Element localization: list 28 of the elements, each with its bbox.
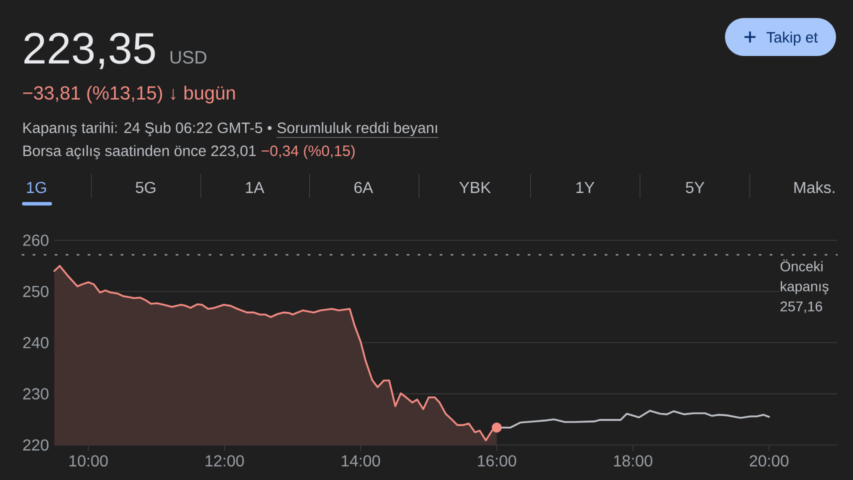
y-tick-label: 260 <box>23 234 48 246</box>
text: 1Y <box>576 182 594 193</box>
x-tick-label: 20:00 <box>750 455 788 467</box>
x-tick-label: 14:00 <box>342 455 380 467</box>
text: Borsa açılış saatinden önce 223,01 <box>23 145 256 160</box>
x-tick-label: 16:00 <box>478 455 516 467</box>
y-tick-label: 250 <box>23 286 48 298</box>
y-tick-label: 230 <box>23 388 48 400</box>
text: 5G <box>136 182 156 194</box>
chart-title: 223,35 <box>24 32 155 70</box>
x-tick-label: 18:00 <box>614 455 652 467</box>
y-tick-label: 220 <box>23 439 48 451</box>
text: USD <box>170 50 206 64</box>
ref-line-label: Önceki kapanış 257,16 <box>780 260 828 314</box>
chart-subtitle: −33,81 (%13,15) ↓ bugün <box>23 86 235 104</box>
text: 1A <box>246 182 264 193</box>
text: 5Y <box>686 182 704 194</box>
text: YBK <box>459 182 491 193</box>
x-tick-label: 10:00 <box>70 455 108 467</box>
text: Takip et <box>766 32 818 46</box>
text: 1G <box>27 182 46 194</box>
text: Kapanış tarihi: 24 Şub 06:22 GMT-5 • <box>23 122 272 136</box>
text: Maks. <box>794 181 834 194</box>
x-tick-label: 12:00 <box>206 455 244 467</box>
text: 6A <box>354 182 374 194</box>
y-tick-label: 240 <box>23 336 48 348</box>
text: Sorumluluk reddi beyanı <box>277 122 437 136</box>
text: −0,34 (%0,15) <box>262 145 355 160</box>
